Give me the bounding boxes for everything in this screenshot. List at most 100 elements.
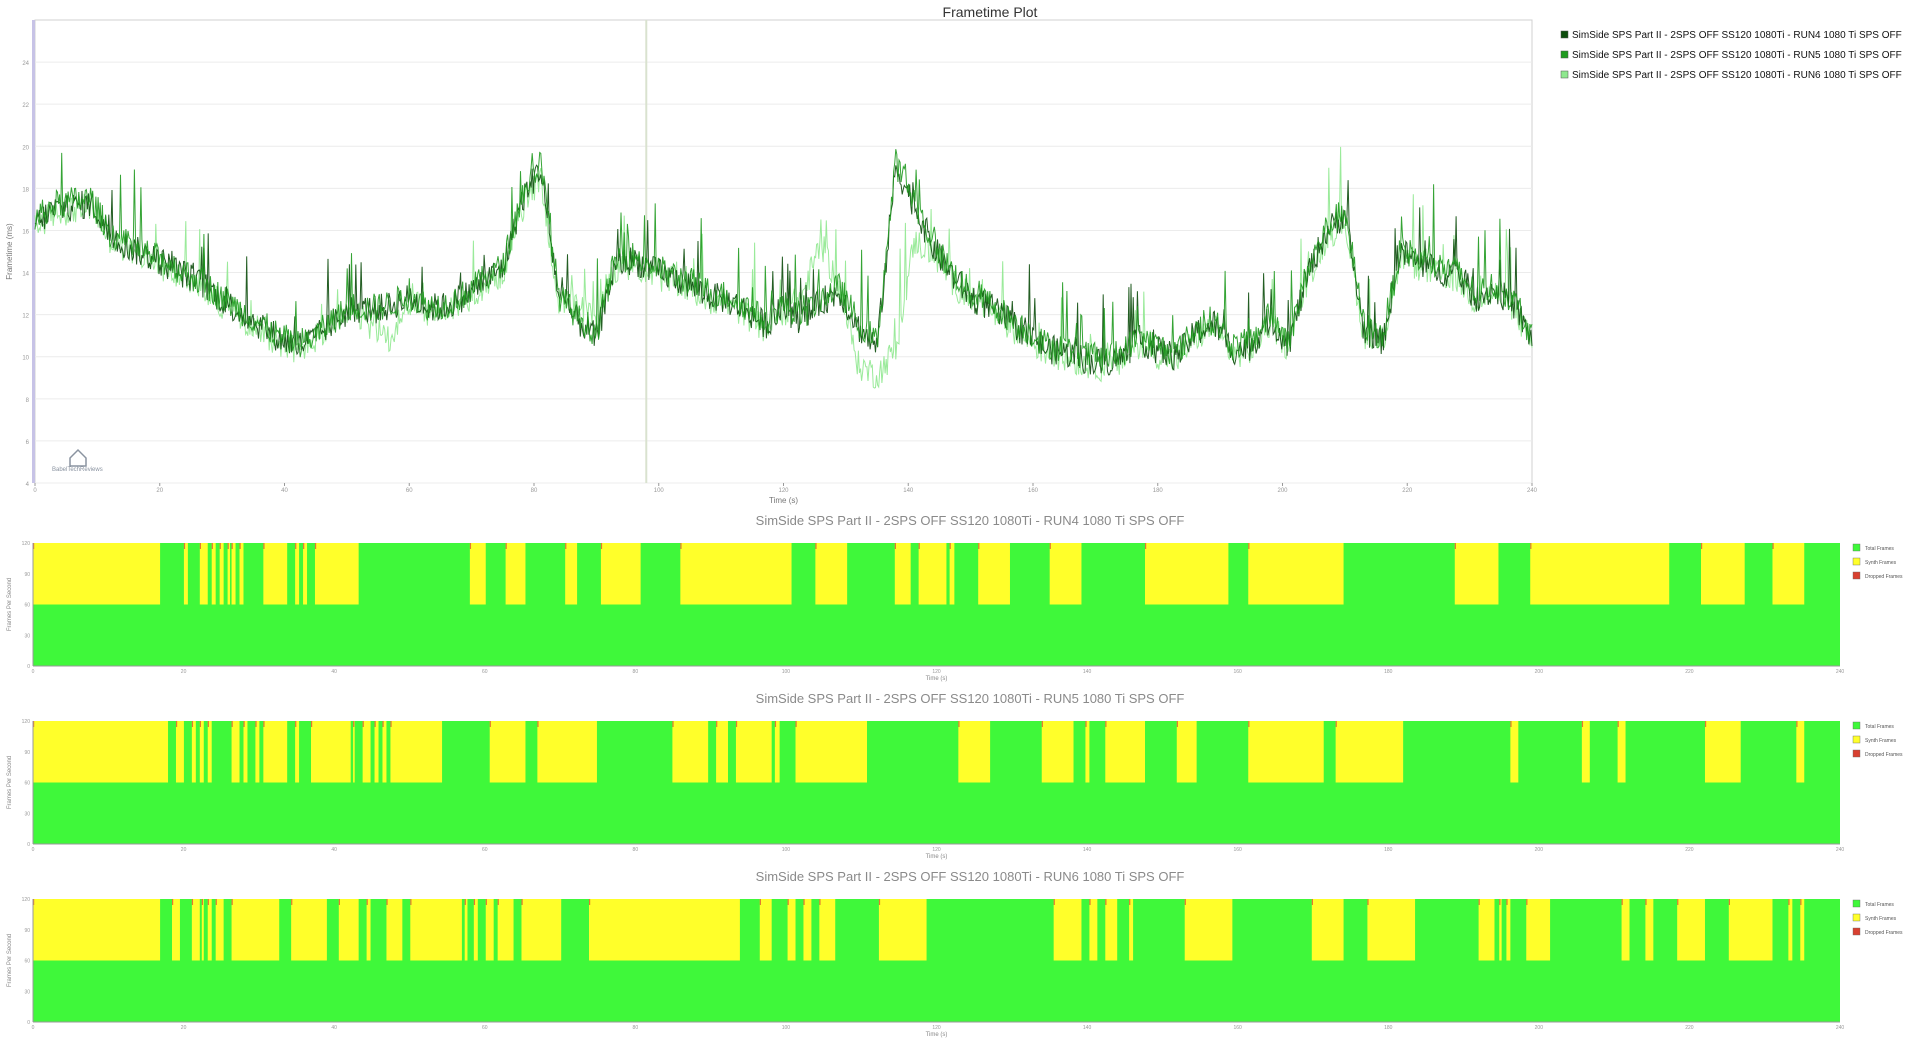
- synth-frames-area: [680, 543, 792, 605]
- fps-chart-run5: SimSide SPS Part II - 2SPS OFF SS120 108…: [7, 691, 1903, 860]
- frametime-x-tick: 80: [531, 488, 538, 494]
- watermark-text: BabelTechReviews: [52, 467, 103, 473]
- fps-y-tick: 0: [27, 1020, 30, 1026]
- frametime-x-tick: 100: [654, 488, 665, 494]
- synth-frames-area: [521, 899, 562, 961]
- synth-frames-area: [1335, 721, 1404, 783]
- synth-frames-area: [382, 721, 387, 783]
- fps-y-tick: 60: [24, 781, 30, 787]
- synth-frames-area: [918, 543, 947, 605]
- fps-x-label: Time (s): [926, 676, 948, 682]
- fps-x-tick: 120: [932, 1025, 941, 1031]
- synth-frames-area: [787, 899, 796, 961]
- frametime-y-tick: 22: [22, 103, 29, 109]
- synth-frames-area: [489, 721, 526, 783]
- synth-frames-area: [33, 721, 169, 783]
- fps-x-tick: 180: [1384, 847, 1393, 853]
- frametime-series-line-4: [34, 164, 1533, 376]
- synth-frames-area: [1367, 899, 1416, 961]
- dropped-frames-mark: [353, 721, 355, 727]
- synth-frames-area: [978, 543, 1010, 605]
- dropped-frames-mark: [1335, 721, 1337, 727]
- fps-y-tick: 90: [24, 750, 30, 756]
- dropped-frames-mark: [1049, 543, 1051, 549]
- dropped-frames-mark: [795, 721, 797, 727]
- synth-frames-area: [263, 543, 288, 605]
- synth-frames-area: [1772, 543, 1805, 605]
- dropped-frames-mark: [1728, 899, 1730, 905]
- dropped-frames-mark: [978, 543, 980, 549]
- fps-x-tick: 220: [1685, 847, 1694, 853]
- frametime-y-tick: 16: [22, 229, 29, 235]
- fps-legend-swatch: [1852, 721, 1861, 730]
- dropped-frames-mark: [1788, 899, 1790, 905]
- dropped-frames-mark: [1041, 721, 1043, 727]
- synth-frames-area: [366, 899, 371, 961]
- synth-frames-area: [537, 721, 597, 783]
- dropped-frames-mark: [473, 899, 476, 905]
- frametime-x-label: Time (s): [769, 496, 798, 505]
- fps-x-tick: 140: [1083, 669, 1092, 675]
- synth-frames-area: [815, 543, 848, 605]
- dropped-frames-mark: [680, 543, 682, 549]
- dropped-frames-mark: [386, 899, 388, 905]
- synth-frames-area: [1581, 721, 1590, 783]
- dropped-frames-mark: [1581, 721, 1584, 727]
- synth-frames-area: [795, 721, 867, 783]
- synth-frames-area: [33, 543, 161, 605]
- watermark-icon: [69, 448, 87, 467]
- synth-frames-area: [231, 721, 240, 783]
- synth-frames-area: [1145, 543, 1229, 605]
- synth-frames-area: [255, 721, 260, 783]
- synth-frames-area: [263, 721, 288, 783]
- dropped-frames-mark: [291, 899, 293, 905]
- synth-frames-area: [211, 543, 216, 605]
- synth-frames-area: [390, 721, 443, 783]
- frametime-y-tick: 14: [22, 272, 29, 278]
- dropped-frames-mark: [1510, 721, 1512, 727]
- fps-x-tick: 220: [1685, 669, 1694, 675]
- dropped-frames-mark: [382, 721, 384, 727]
- fps-x-tick: 80: [633, 847, 639, 853]
- watermark-logo: BabelTechReviews: [52, 448, 103, 473]
- fps-y-tick: 0: [27, 842, 30, 848]
- fps-x-tick: 40: [331, 669, 337, 675]
- fps-legend-entry: Total Frames: [1865, 902, 1894, 908]
- fps-legend-swatch: [1852, 557, 1861, 566]
- dropped-frames-mark: [33, 543, 35, 549]
- frametime-y-tick: 10: [22, 356, 29, 362]
- synth-frames-area: [239, 543, 244, 605]
- dropped-frames-mark: [1145, 543, 1147, 549]
- frametime-series-line-5: [34, 149, 1533, 371]
- fps-x-tick: 240: [1836, 847, 1845, 853]
- fps-y-label: Frames Per Second: [7, 578, 13, 631]
- dropped-frames-mark: [1645, 899, 1647, 905]
- synth-frames-area: [716, 721, 728, 783]
- dropped-frames-mark: [759, 899, 761, 905]
- frametime-x-tick: 120: [778, 488, 789, 494]
- synth-frames-area: [1526, 899, 1551, 961]
- synth-frames-area: [1499, 899, 1502, 961]
- synth-frames-area: [199, 721, 204, 783]
- fps-chart-title: SimSide SPS Part II - 2SPS OFF SS120 108…: [756, 869, 1185, 884]
- fps-legend-entry: Synth Frames: [1865, 916, 1897, 922]
- synth-frames-area: [1248, 543, 1344, 605]
- fps-x-tick: 140: [1083, 1025, 1092, 1031]
- fps-x-tick: 180: [1384, 1025, 1393, 1031]
- synth-frames-area: [1677, 899, 1705, 961]
- dropped-frames-mark: [1248, 721, 1250, 727]
- synth-frames-area: [958, 721, 991, 783]
- dropped-frames-mark: [410, 899, 412, 905]
- synth-frames-area: [227, 543, 230, 605]
- dropped-frames-mark: [211, 543, 213, 549]
- fps-y-tick: 30: [24, 811, 30, 817]
- synth-frames-area: [410, 899, 462, 961]
- dropped-frames-mark: [303, 543, 305, 549]
- synth-frames-area: [949, 543, 955, 605]
- synth-frames-area: [303, 543, 308, 605]
- synth-frames-area: [819, 899, 836, 961]
- dropped-frames-mark: [1311, 899, 1313, 905]
- dropped-frames-mark: [295, 543, 297, 549]
- legend-entry: SimSide SPS Part II - 2SPS OFF SS120 108…: [1572, 30, 1902, 41]
- fps-x-label: Time (s): [926, 854, 948, 860]
